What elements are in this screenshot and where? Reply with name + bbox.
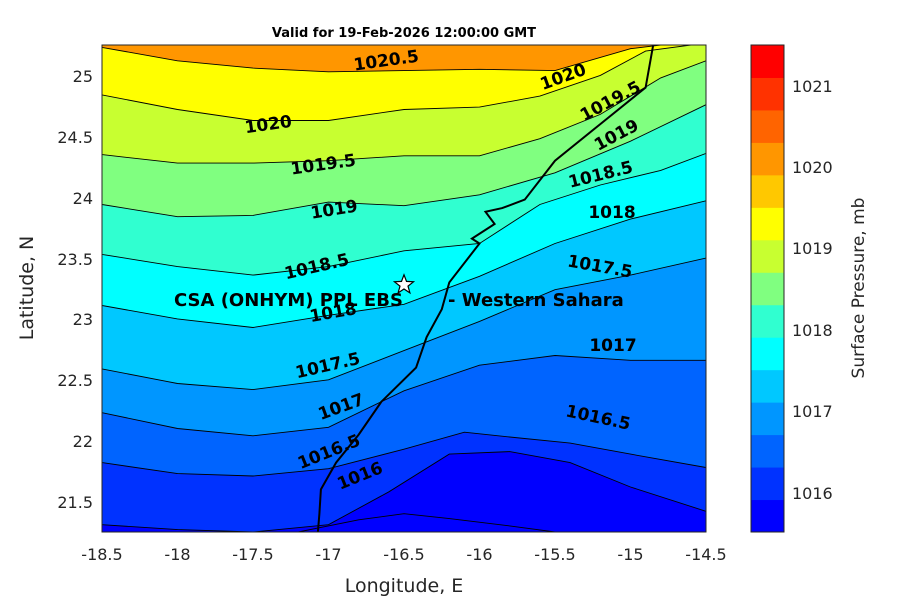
coastline bbox=[316, 45, 655, 532]
station-region: - Western Sahara bbox=[448, 290, 624, 311]
y-tick-label: 22 bbox=[73, 432, 93, 451]
x-tick-label: -16.5 bbox=[383, 545, 424, 564]
colorbar-swatch bbox=[751, 304, 784, 338]
colorbar-swatch bbox=[751, 142, 784, 176]
colorbar-tick-label: 1016 bbox=[792, 484, 833, 503]
colorbar-frame bbox=[750, 44, 785, 533]
colorbar-swatch bbox=[751, 272, 784, 306]
colorbar-swatch bbox=[751, 434, 784, 468]
colorbar-swatch bbox=[751, 369, 784, 403]
y-tick-label: 25 bbox=[73, 67, 93, 86]
x-tick-label: -15 bbox=[617, 545, 643, 564]
station-name: CSA (ONHYM) PPL EBS bbox=[174, 290, 403, 311]
colorbar-swatch bbox=[751, 402, 784, 436]
colorbar-label: Surface Pressure, mb bbox=[849, 198, 869, 379]
isobar-line bbox=[102, 257, 706, 391]
colorbar-swatch bbox=[751, 174, 784, 208]
y-tick-label: 24 bbox=[73, 189, 93, 208]
isobar-line bbox=[102, 45, 661, 73]
station-star-marker bbox=[392, 273, 416, 295]
colorbar-swatch bbox=[751, 467, 784, 501]
x-tick-label: -17.5 bbox=[232, 545, 273, 564]
contour-label: 1017 bbox=[589, 336, 636, 356]
isobar-line bbox=[102, 451, 706, 532]
x-axis: -18.5 -18 -17.5 -17 -16.5 -16 -15.5 -15 … bbox=[81, 545, 726, 597]
colorbar-tick-label: 1019 bbox=[792, 239, 833, 258]
map-plot-area bbox=[101, 44, 707, 533]
colorbar-swatch bbox=[751, 207, 784, 241]
colorbar-swatch bbox=[751, 239, 784, 273]
x-tick-label: -15.5 bbox=[534, 545, 575, 564]
figure-title: Valid for 19-Feb-2026 12:00:00 GMT bbox=[272, 26, 536, 41]
x-tick-label: -18.5 bbox=[81, 545, 122, 564]
y-tick-label: 23 bbox=[73, 310, 93, 329]
x-tick-label: -14.5 bbox=[685, 545, 726, 564]
colorbar-tick-label: 1018 bbox=[792, 321, 833, 340]
isobar-line bbox=[102, 104, 706, 218]
colorbar-swatch bbox=[751, 499, 784, 533]
isobar-line bbox=[298, 513, 556, 532]
colorbar-tick-label: 1020 bbox=[792, 158, 833, 177]
colorbar: 1021 1020 1019 1018 1017 1016 Surface Pr… bbox=[750, 44, 869, 533]
colorbar-swatch bbox=[751, 77, 784, 111]
contour-label: 1018 bbox=[588, 203, 635, 223]
isobar-line bbox=[102, 431, 706, 477]
isobar-line bbox=[102, 152, 706, 276]
y-tick-label: 23.5 bbox=[57, 250, 93, 269]
y-tick-label: 22.5 bbox=[57, 371, 93, 390]
colorbar-tick-label: 1021 bbox=[792, 77, 833, 96]
colorbar-tick-label: 1017 bbox=[792, 402, 833, 421]
x-tick-label: -18 bbox=[164, 545, 190, 564]
x-axis-label: Longitude, E bbox=[345, 575, 464, 597]
colorbar-swatch bbox=[751, 45, 784, 78]
y-axis-label: Latitude, N bbox=[16, 236, 38, 341]
x-tick-label: -16 bbox=[466, 545, 492, 564]
isobar-lines bbox=[102, 45, 706, 532]
y-axis: 25 24.5 24 23.5 23 22.5 22 21.5 Latitude… bbox=[16, 67, 93, 512]
x-tick-label: -17 bbox=[315, 545, 341, 564]
isobar-line bbox=[102, 60, 706, 164]
isobar-line bbox=[102, 200, 706, 328]
y-tick-label: 24.5 bbox=[57, 128, 93, 147]
map-frame bbox=[101, 44, 707, 533]
colorbar-swatch bbox=[751, 109, 784, 143]
isobar-line bbox=[102, 45, 691, 121]
isobar-line bbox=[102, 355, 706, 437]
y-tick-label: 21.5 bbox=[57, 493, 93, 512]
pressure-color-fill bbox=[102, 45, 706, 532]
colorbar-swatch bbox=[751, 337, 784, 371]
pressure-band-fill bbox=[102, 451, 706, 532]
colorbar-swatches bbox=[751, 45, 784, 533]
